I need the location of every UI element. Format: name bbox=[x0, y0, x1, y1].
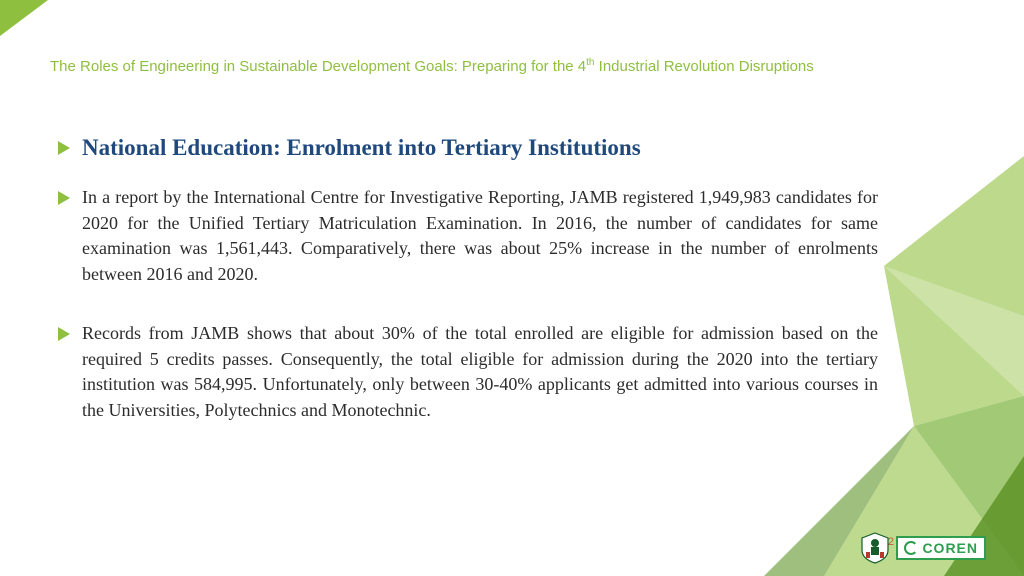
slide-header-title: The Roles of Engineering in Sustainable … bbox=[50, 56, 950, 77]
slide: The Roles of Engineering in Sustainable … bbox=[0, 0, 1024, 576]
bullet-heading: National Education: Enrolment into Terti… bbox=[58, 135, 878, 177]
paragraph-text: Records from JAMB shows that about 30% o… bbox=[82, 321, 878, 423]
bullet-arrow-icon bbox=[58, 191, 70, 205]
corner-triangle-top-left bbox=[0, 0, 48, 36]
bullet-arrow-icon bbox=[58, 141, 70, 155]
coren-logo: COREN bbox=[896, 536, 986, 560]
bullet-paragraph-1: In a report by the International Centre … bbox=[58, 185, 878, 287]
spacer bbox=[58, 295, 878, 321]
section-heading: National Education: Enrolment into Terti… bbox=[82, 135, 641, 161]
bullet-arrow-icon bbox=[58, 327, 70, 341]
coren-logo-text: COREN bbox=[922, 540, 978, 556]
coren-swirl-icon bbox=[904, 541, 918, 555]
paragraph-text: In a report by the International Centre … bbox=[82, 185, 878, 287]
crest-logo-icon bbox=[860, 532, 890, 564]
footer-logos: COREN bbox=[860, 532, 986, 564]
content-body: National Education: Enrolment into Terti… bbox=[58, 135, 878, 431]
bullet-paragraph-2: Records from JAMB shows that about 30% o… bbox=[58, 321, 878, 423]
